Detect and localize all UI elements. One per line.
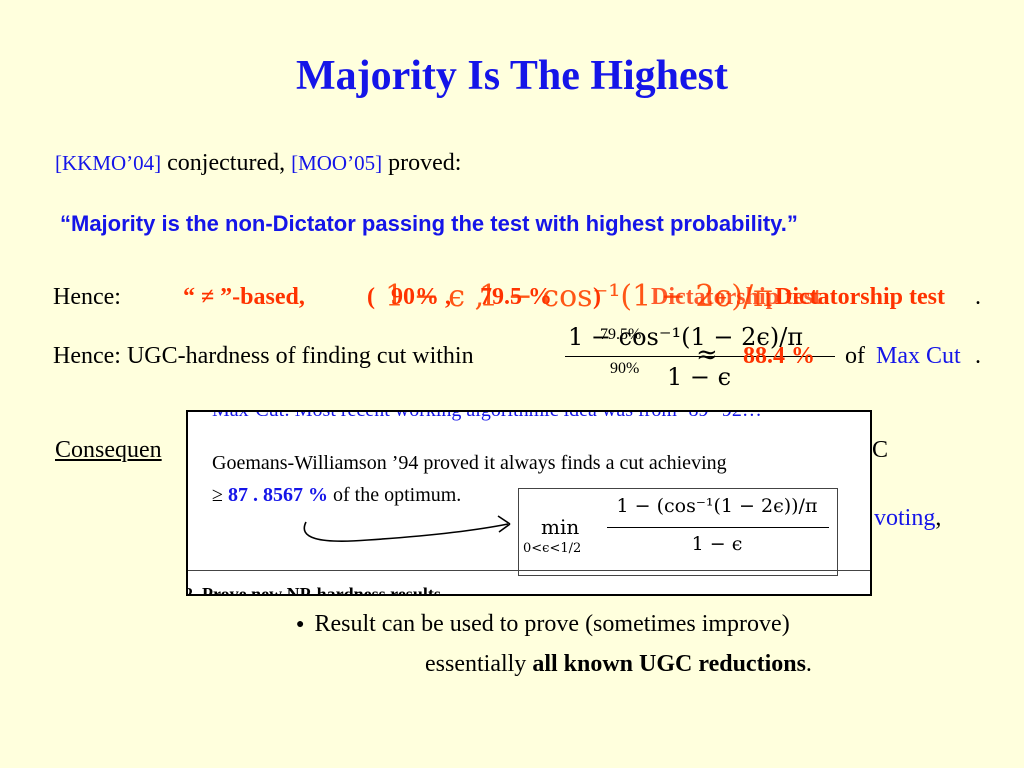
ratio-numerator-math: 1 − cos⁻¹(1 − 2ϵ)/π [568,323,804,351]
gw-fraction-denominator: 1 − ϵ [691,533,743,555]
hence-label: Hence: [53,284,121,310]
bullet-item: ● Result can be used to prove (sometimes … [296,611,790,638]
conjectured-text: conjectured, [161,150,292,176]
citation-kkmo: [KKMO’04] [55,151,162,175]
of-text: of [845,343,865,369]
voting-line: voting, [874,505,941,532]
gw-ratio-value: 87 . 8567 % [227,484,328,506]
overlay-divider [188,570,870,571]
hence2-period: . [975,343,981,369]
ratio-denominator-small: 90% [610,360,640,377]
ratio-fraction-bar [565,356,835,357]
ugc-reductions-line: essentially all known UGC reductions. [425,651,812,678]
last-period: . [805,651,812,677]
geq-symbol: ≥ [212,484,223,506]
ugc-hardness-text: Hence: UGC-hardness of finding cut withi… [53,343,474,369]
arrow-icon [303,515,511,542]
close-paren: ) [593,284,601,310]
min-subscript: 0<ϵ<1/2 [523,541,582,556]
max-cut-link: Max Cut [876,343,961,369]
min-formula-box: min 0<ϵ<1/2 1 − (cos⁻¹(1 − 2ϵ))/π 1 − ϵ [518,488,838,576]
voting-comma: , [935,505,942,531]
ghost-math-completeness: 1 − ϵ , [385,279,485,314]
dictatorship-test: Dictatorship test [775,284,945,310]
slide-title: Majority Is The Highest [295,53,729,99]
hence-line-1: Hence: 1 − ϵ , 1 − cos⁻¹(1 − 2ϵ)/π “ ≠ ”… [53,279,993,324]
overlay-gw-line: Goemans-Williamson ’94 proved it always … [212,452,727,474]
goemans-williamson-overlay: Max-Cut: Most recent working algorithmic… [186,410,872,596]
bullet-dot-icon: ● [296,617,305,632]
soundness-79: 79.5 % [480,284,552,310]
open-paren: ( [367,284,375,310]
essentially-text: essentially [425,651,533,677]
right-edge-c: C [872,437,889,463]
overlay-bottom-cut: 2. Prove new NP-hardness results [186,584,441,596]
majority-quote: “Majority is the non-Dictator passing th… [60,211,798,236]
hence1-period: . [975,284,981,310]
overlay-top-text: Max-Cut: Most recent working algorithmic… [212,410,762,421]
ghost-math-soundness: 1 − cos⁻¹(1 − 2ϵ)/π [479,279,773,314]
bullet-text: Result can be used to prove (sometimes i… [314,611,790,637]
gw-fraction-bar [607,527,829,528]
overlay-top-line: Max-Cut: Most recent working algorithmic… [212,410,762,422]
proved-text: proved: [382,150,462,176]
neq-based-text: “ ≠ ”-based, [183,284,305,310]
consequences-heading: Consequen [55,437,162,463]
citation-moo: [MOO’05] [291,151,383,175]
ratio-denominator-math: 1 − ϵ [667,363,732,391]
hardness-result: 88.4 % [743,343,815,369]
overlay-bound-line: ≥ 87 . 8567 % of the optimum. [212,484,461,507]
approx-symbol: ≈ [696,340,718,370]
gw-fraction-numerator: 1 − (cos⁻¹(1 − 2ϵ))/π [616,495,818,517]
conjecture-line: [KKMO’04] conjectured, [MOO’05] proved: [55,150,461,177]
completeness-90: 90% , [391,284,451,310]
of-optimum-text: of the optimum. [327,484,462,506]
ratio-numerator-small: 79.5% [600,326,642,343]
dictatorship-ghost: Dictatorship test [651,284,821,310]
min-operator: min [541,515,580,539]
all-known-ugc-reductions: all known UGC reductions [532,651,806,677]
voting-link: voting [874,505,936,531]
hence-line-2: Hence: UGC-hardness of finding cut withi… [53,323,993,403]
